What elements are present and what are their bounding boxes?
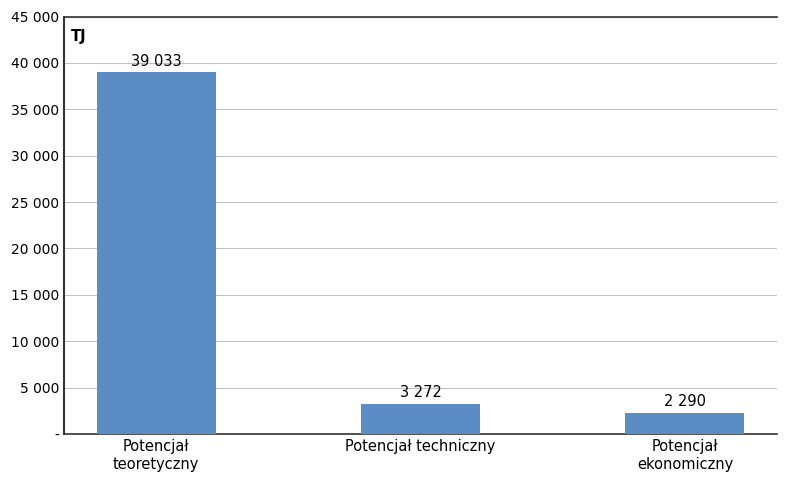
Bar: [97, 72, 216, 434]
Bar: [361, 404, 480, 434]
Text: 3 272: 3 272: [400, 385, 441, 400]
Text: 2 290: 2 290: [664, 395, 706, 410]
Text: 39 033: 39 033: [131, 54, 181, 69]
Bar: [626, 412, 745, 434]
Text: TJ: TJ: [72, 29, 87, 44]
